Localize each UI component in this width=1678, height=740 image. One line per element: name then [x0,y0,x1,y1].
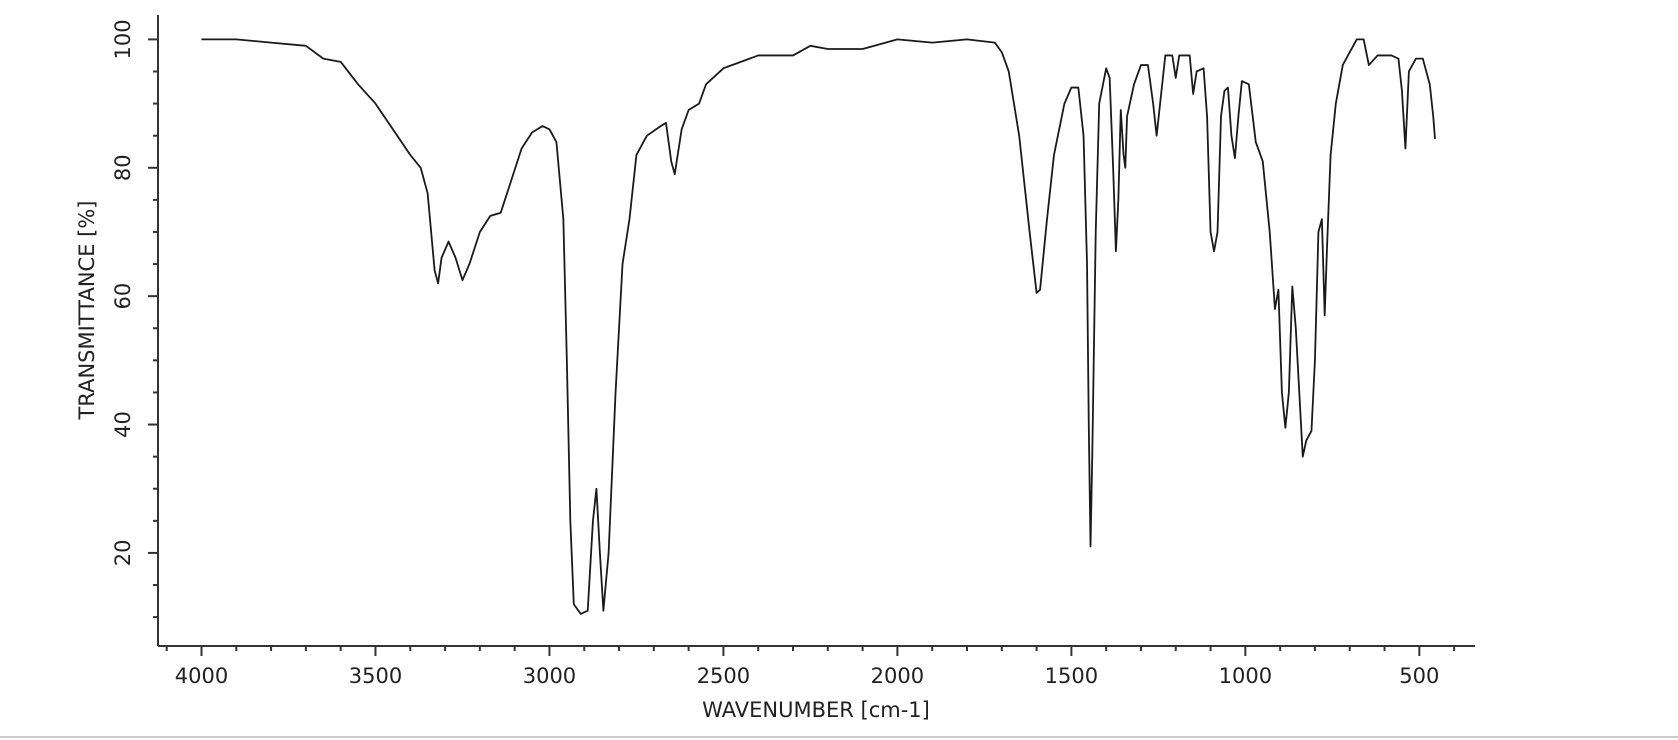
x-tick-label: 2000 [871,664,924,688]
y-tick-label: 100 [111,19,135,59]
x-tick-label: 1500 [1045,664,1098,688]
x-tick-label: 500 [1399,664,1439,688]
x-tick-label: 2500 [697,664,750,688]
y-axis-label: TRANSMITTANCE [%] [75,201,99,421]
y-tick-label: 80 [111,154,135,181]
x-tick-label: 4000 [175,664,228,688]
y-tick-label: 60 [111,283,135,310]
y-tick-label: 20 [111,540,135,567]
x-tick-label: 1000 [1219,664,1272,688]
spectrum-line [201,38,1436,615]
y-tick-label: 40 [111,411,135,438]
x-tick-label: 3000 [523,664,576,688]
x-tick-label: 3500 [349,664,402,688]
x-axis-label: WAVENUMBER [cm-1] [702,698,930,722]
